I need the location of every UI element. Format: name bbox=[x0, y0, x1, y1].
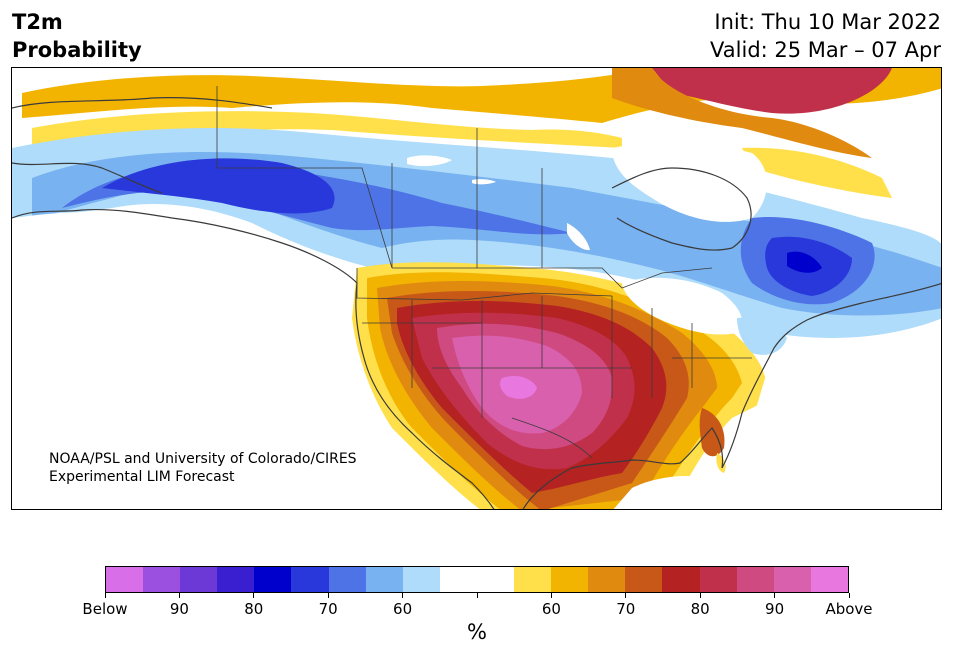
colorbar-segment bbox=[476, 567, 515, 592]
colorbar-segment bbox=[328, 567, 366, 592]
colorbar-segment bbox=[365, 567, 403, 592]
colorbar-segment bbox=[699, 567, 737, 592]
colorbar-tick-label: 90 bbox=[169, 600, 189, 618]
colorbar-tick bbox=[178, 593, 180, 598]
valid-range: Valid: 25 Mar – 07 Apr bbox=[710, 38, 941, 62]
colorbar-tick bbox=[699, 593, 701, 598]
colorbar-tick-label: 90 bbox=[765, 600, 785, 618]
init-date: Init: Thu 10 Mar 2022 bbox=[714, 10, 941, 34]
colorbar-tick bbox=[327, 593, 329, 598]
colorbar-tick bbox=[848, 593, 850, 598]
probability-map bbox=[11, 67, 942, 510]
colorbar-segment bbox=[588, 567, 626, 592]
coastlines bbox=[12, 97, 941, 509]
arctic-yellow-east bbox=[742, 147, 892, 198]
colorbar-segment bbox=[217, 567, 255, 592]
colorbar-unit: % bbox=[467, 620, 487, 644]
colorbar-segment bbox=[143, 567, 181, 592]
forecast-dates: Init: Thu 10 Mar 2022 Valid: 25 Mar – 07… bbox=[710, 8, 941, 64]
colorbar-segment bbox=[662, 567, 700, 592]
colorbar-segment bbox=[402, 567, 440, 592]
credit-text: NOAA/PSL and University of Colorado/CIRE… bbox=[49, 450, 357, 486]
lakes-white bbox=[622, 277, 742, 335]
credit-line-1: NOAA/PSL and University of Colorado/CIRE… bbox=[49, 451, 357, 467]
colorbar-tick-label: 60 bbox=[541, 600, 561, 618]
colorbar-tick bbox=[774, 593, 776, 598]
colorbar-tick bbox=[550, 593, 552, 598]
colorbar-tick-label: Above bbox=[825, 600, 873, 618]
colorbar-segment bbox=[291, 567, 329, 592]
lake-shape-2 bbox=[472, 179, 496, 185]
colorbar-segment bbox=[180, 567, 218, 592]
colorbar-tick-label: 70 bbox=[616, 600, 636, 618]
lake-shape-3 bbox=[567, 223, 590, 251]
title-line-2: Probability bbox=[12, 38, 142, 62]
cold-core-west bbox=[102, 158, 335, 214]
warm-magenta-core bbox=[499, 376, 537, 399]
cold-east-deepcore bbox=[787, 251, 822, 273]
arctic-warm-core bbox=[652, 68, 892, 114]
map-svg bbox=[12, 68, 941, 509]
title-line-1: T2m bbox=[12, 10, 63, 34]
colorbar-segment bbox=[625, 567, 663, 592]
colorbar-tick bbox=[625, 593, 627, 598]
florida-warm bbox=[699, 408, 725, 457]
political-borders bbox=[216, 86, 752, 459]
hudson-white bbox=[612, 142, 767, 222]
colorbar-tick-label: 70 bbox=[318, 600, 338, 618]
colorbar-segment bbox=[106, 567, 144, 592]
arctic-yellow bbox=[32, 111, 622, 148]
florida-yellow bbox=[716, 453, 726, 473]
colorbar-tick bbox=[104, 593, 106, 598]
northeast-light bbox=[737, 317, 787, 355]
colorbar-segment bbox=[773, 567, 811, 592]
colorbar-tick-label: 60 bbox=[393, 600, 413, 618]
gulf-white bbox=[613, 476, 712, 509]
arctic-warm-ring bbox=[612, 68, 872, 158]
colorbar-segment bbox=[514, 567, 552, 592]
map-title: T2m Probability bbox=[12, 8, 142, 64]
colorbar-tick-label: 80 bbox=[690, 600, 710, 618]
colorbar-segment bbox=[551, 567, 589, 592]
colorbar-segment bbox=[810, 567, 848, 592]
pacific-white bbox=[12, 212, 362, 509]
colorbar-segment bbox=[736, 567, 774, 592]
credit-line-2: Experimental LIM Forecast bbox=[49, 469, 235, 485]
colorbar-segment bbox=[439, 567, 477, 592]
colorbar-tick bbox=[253, 593, 255, 598]
colorbar-tick-label: Below bbox=[82, 600, 128, 618]
lake-shape-1 bbox=[407, 155, 452, 167]
atlantic-white bbox=[712, 348, 941, 509]
colorbar-tick bbox=[476, 593, 478, 598]
colorbar-tick-label: 80 bbox=[244, 600, 264, 618]
colorbar bbox=[105, 566, 849, 593]
colorbar-tick bbox=[402, 593, 404, 598]
colorbar-segment bbox=[254, 567, 292, 592]
